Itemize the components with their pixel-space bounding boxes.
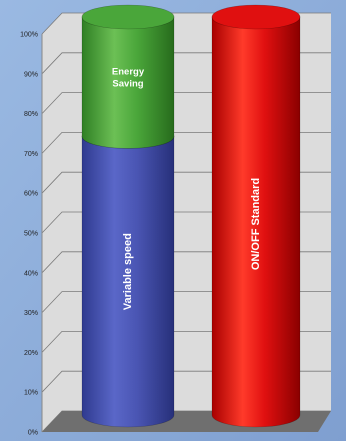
bar-label: ON/OFF Standard	[250, 178, 262, 270]
y-tick-label: 100%	[20, 32, 38, 39]
y-tick-label: 20%	[24, 350, 38, 357]
y-tick-label: 10%	[24, 390, 38, 397]
y-tick-label: 70%	[24, 151, 38, 158]
bar-top	[81, 4, 175, 30]
y-tick-label: 50%	[24, 231, 38, 238]
bar	[81, 136, 175, 428]
bar-label: Variable speed	[122, 233, 134, 310]
y-tick-label: 40%	[24, 270, 38, 277]
bar	[211, 16, 301, 428]
bar-labels: Variable speed Energy Saving ON/OFF Standar…	[112, 67, 262, 311]
y-tick-label: 0%	[28, 430, 38, 437]
y-tick-label: 90%	[24, 71, 38, 78]
y-tick-label: 30%	[24, 310, 38, 317]
y-tick-label: 80%	[24, 111, 38, 118]
bar	[81, 16, 175, 149]
y-tick-label: 60%	[24, 191, 38, 198]
bar-top	[211, 4, 301, 30]
y-axis-ticks: 0% 10% 20% 30% 40% 50% 60% 70% 80% 90% 100%	[20, 32, 38, 437]
bar-label: Energy Saving	[112, 67, 145, 90]
bars	[81, 4, 301, 428]
